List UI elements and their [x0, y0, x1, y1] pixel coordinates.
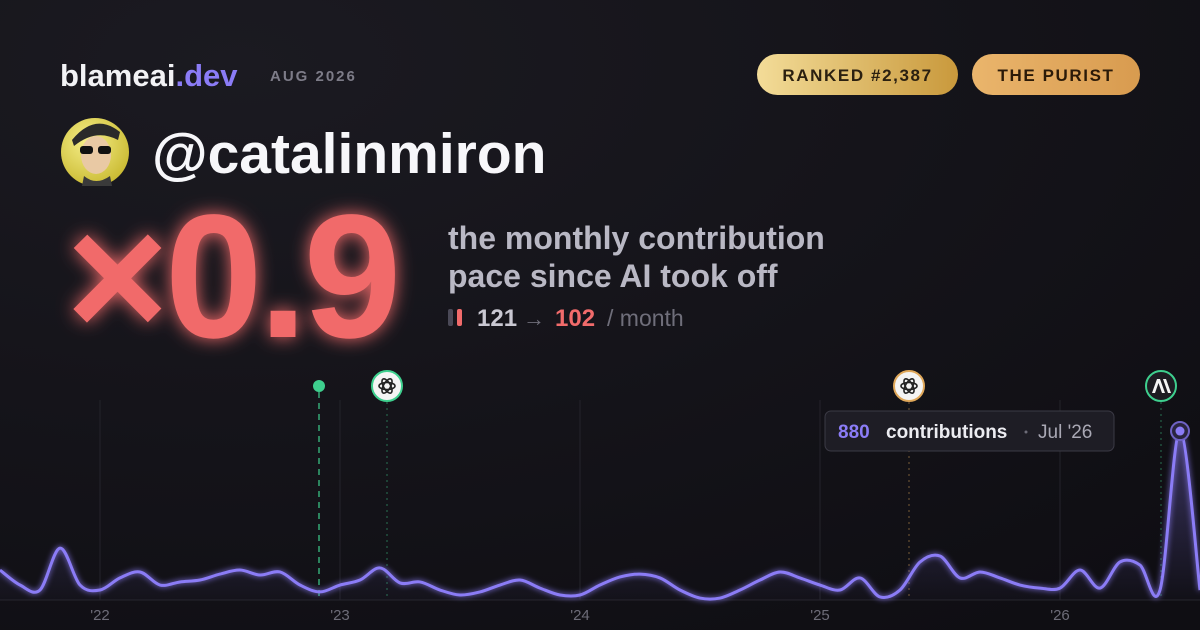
tooltip: 880 contributions Jul '26 [824, 410, 1115, 452]
x-tick-label: '22 [90, 607, 110, 624]
description: pace since AI took off [448, 258, 778, 294]
pace-icon [448, 309, 462, 326]
tooltip-value: 880 [838, 422, 870, 443]
event-markers [313, 370, 1177, 600]
pace-arrow: → [523, 306, 545, 331]
pace-after: 102 [555, 305, 595, 332]
period: AUG 2026 [270, 68, 357, 85]
tooltip-label: contributions [886, 422, 1007, 443]
badge [757, 54, 958, 95]
brand-name: blameai [60, 58, 175, 93]
brand: blameai.dev [60, 58, 238, 93]
chart: '22 '23 '24 '25 '26 880 contributions Jul '26 [0, 400, 1200, 624]
series-line [0, 429, 1200, 601]
badge-text: THE PURIST [997, 66, 1114, 85]
badge-text: RANKED #2,387 [782, 66, 932, 85]
multiplier: ×0.9 [66, 179, 397, 375]
badge [972, 54, 1140, 95]
tooltip-separator [1024, 430, 1028, 434]
brand-tld: .dev [175, 58, 238, 93]
x-tick-label: '23 [330, 607, 350, 624]
tooltip-date: Jul '26 [1038, 422, 1092, 443]
x-tick-label: '25 [810, 607, 830, 624]
x-tick-label: '24 [570, 607, 590, 624]
pace-before: 121 [477, 305, 517, 332]
highlight-point [1175, 426, 1185, 436]
tooltip-box [824, 410, 1115, 452]
handle: @catalinmiron [152, 122, 547, 186]
x-tick-label: '26 [1050, 607, 1070, 624]
series-area [0, 431, 1200, 600]
pace-unit: / month [607, 305, 684, 331]
description: the monthly contribution [448, 220, 825, 256]
avatar [61, 118, 129, 186]
